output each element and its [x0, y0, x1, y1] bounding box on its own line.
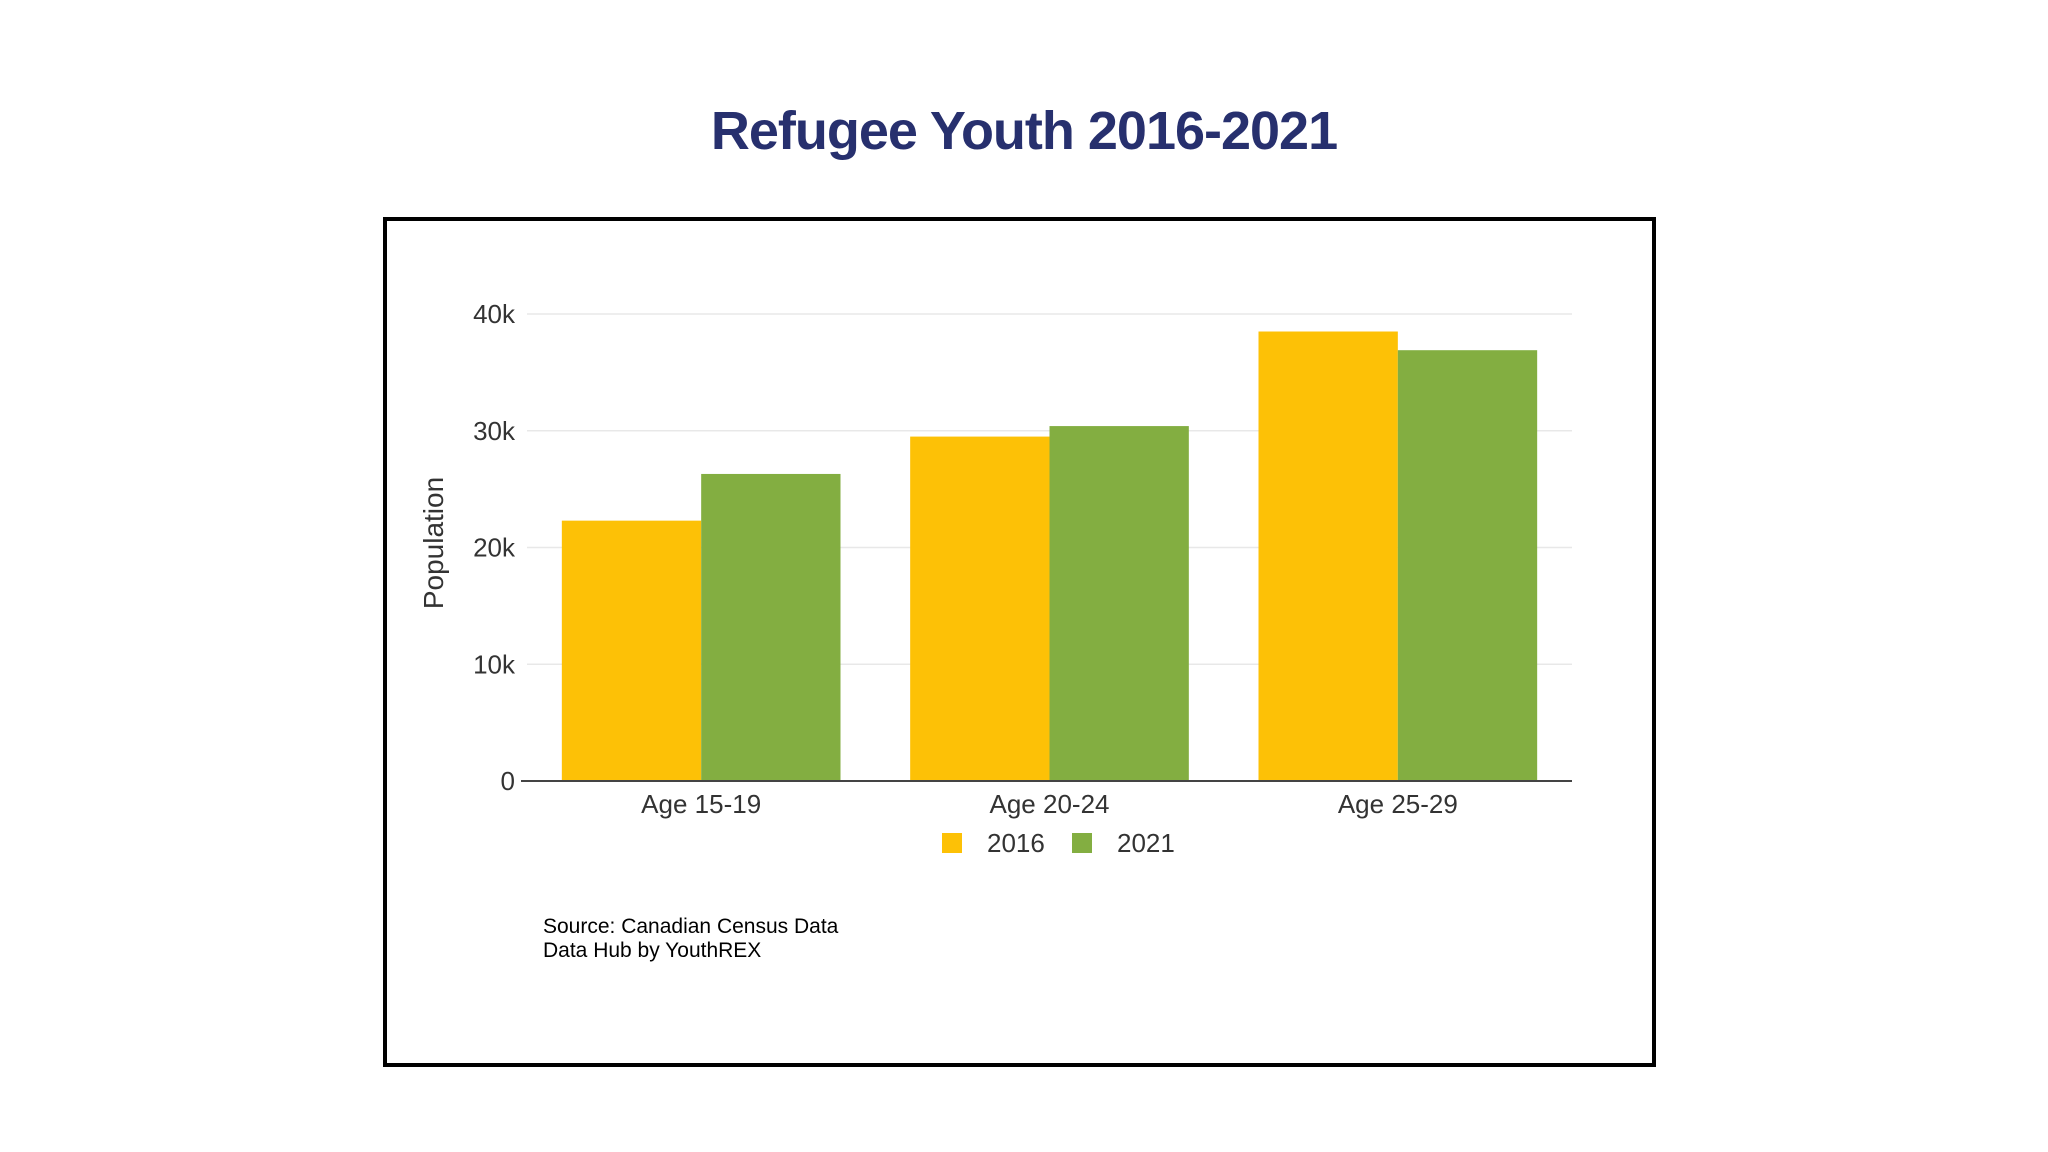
- y-tick-label: 0: [501, 766, 515, 796]
- y-axis-title: Population: [418, 477, 449, 609]
- source-line-2: Data Hub by YouthREX: [543, 939, 761, 962]
- legend-swatch-2021: [1072, 833, 1092, 853]
- x-tick-label: Age 15-19: [641, 789, 761, 819]
- source-line-1: Source: Canadian Census Data: [543, 915, 839, 938]
- x-tick-label: Age 20-24: [990, 789, 1110, 819]
- bar-2016-1: [561, 520, 702, 781]
- bar-chart: 0 10k 20k 30k 40k Age 15-19 Age 20-24 Age 25-29…: [418, 299, 1572, 962]
- bar-2021-2: [1049, 426, 1189, 781]
- bar-2016-2: [910, 436, 1050, 781]
- bar-2021-3: [1397, 350, 1538, 781]
- legend: 2016 2021: [942, 828, 1175, 858]
- legend-label-2021: 2021: [1117, 828, 1175, 858]
- y-tick-label: 40k: [473, 299, 516, 329]
- legend-label-2016: 2016: [987, 828, 1045, 858]
- chart-frame: 0 10k 20k 30k 40k Age 15-19 Age 20-24 Age 25-29…: [383, 217, 1656, 1067]
- x-tick-label: Age 25-29: [1338, 789, 1458, 819]
- bar-2016-3: [1258, 331, 1398, 781]
- bars: [561, 331, 1538, 781]
- y-tick-label: 30k: [473, 416, 516, 446]
- legend-swatch-2016: [942, 833, 962, 853]
- y-tick-label: 20k: [473, 533, 516, 563]
- y-tick-label: 10k: [473, 649, 516, 679]
- bar-2021-1: [701, 473, 841, 781]
- axes: 0 10k 20k 30k 40k Age 15-19 Age 20-24 Age 25-29: [473, 299, 1572, 819]
- chart-title: Refugee Youth 2016-2021: [710, 101, 1338, 161]
